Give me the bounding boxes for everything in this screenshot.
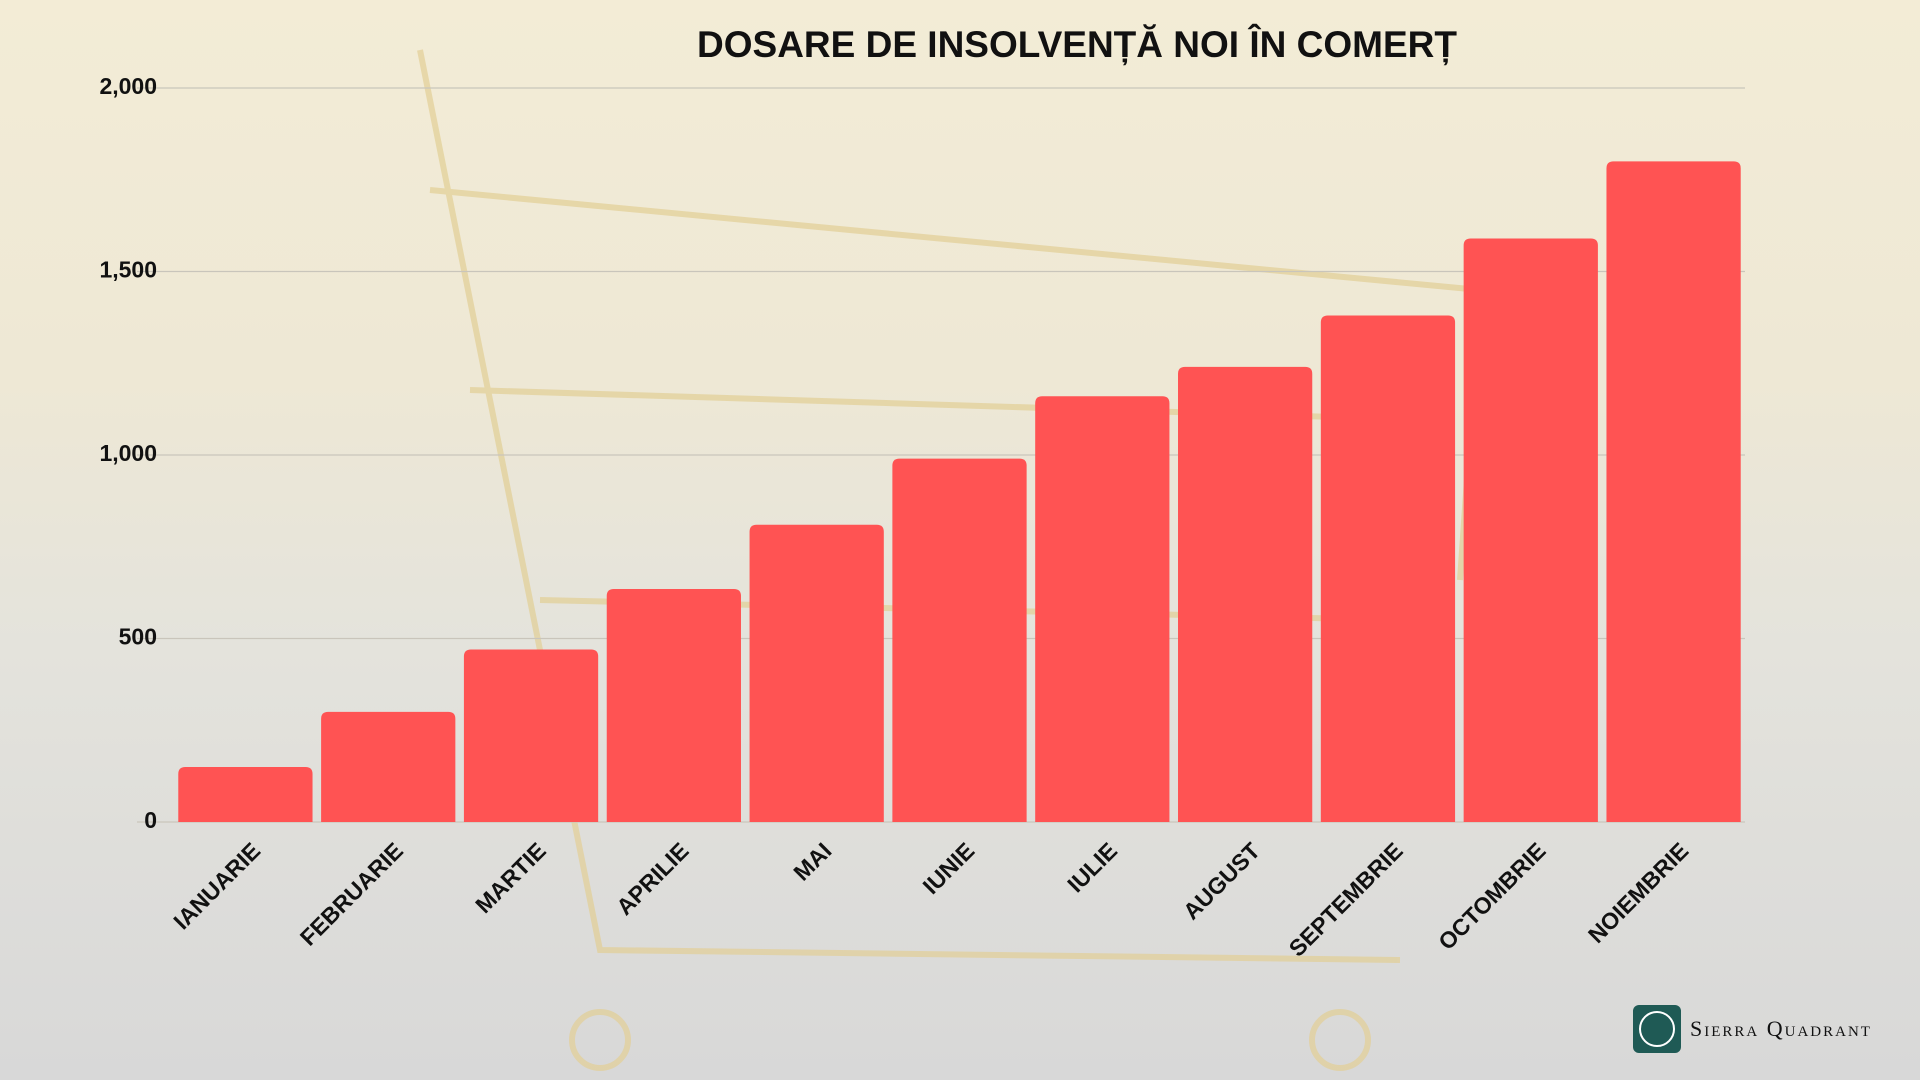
- logo-ring: [1639, 1011, 1675, 1047]
- y-tick-label: 2,000: [99, 73, 157, 99]
- bar: [1463, 238, 1598, 823]
- bar: [1178, 366, 1313, 822]
- bar: [321, 711, 456, 822]
- bar: [1320, 315, 1456, 822]
- bar: [749, 524, 884, 822]
- bar: [1035, 396, 1170, 822]
- chart-title: DOSARE DE INSOLVENȚĂ NOI ÎN COMERȚ: [697, 23, 1457, 66]
- bar: [178, 766, 313, 822]
- bar: [606, 588, 741, 822]
- y-tick-label: 0: [144, 807, 157, 833]
- y-tick-label: 1,000: [99, 440, 157, 466]
- bar: [463, 649, 599, 822]
- bar: [892, 458, 1027, 822]
- y-tick-label: 500: [119, 624, 157, 650]
- bar: [1606, 161, 1741, 822]
- brand-name: Sierra Quadrant: [1690, 1016, 1872, 1041]
- logo: Sierra Quadrant: [1633, 1005, 1872, 1053]
- y-tick-label: 1,500: [99, 257, 157, 283]
